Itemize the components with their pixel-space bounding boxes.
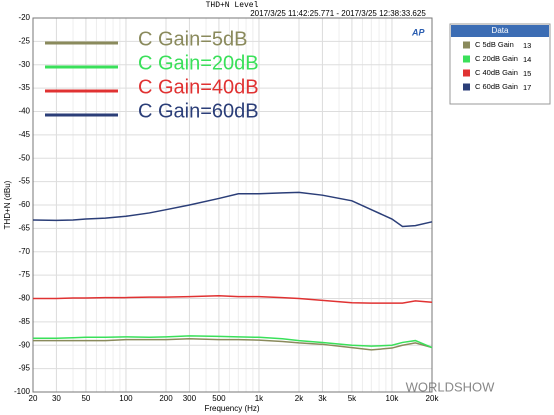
chart-subtitle: 2017/3/25 11:42:25.771 - 2017/3/25 12:38… [250, 9, 426, 18]
watermark: WORLDSHOW [406, 379, 496, 394]
legend-entry: C 20dB Gain [475, 54, 518, 63]
legend-id: 15 [523, 69, 531, 78]
chart-title: THD+N Level [206, 1, 259, 10]
y-tick-label: -20 [18, 13, 30, 22]
legend-swatch [463, 83, 470, 91]
y-tick-label: -45 [18, 130, 30, 139]
legend-swatch [463, 55, 470, 63]
y-tick-label: -25 [18, 36, 30, 45]
y-tick-label: -55 [18, 177, 30, 186]
annotation: C Gain=5dB [138, 28, 248, 50]
y-axis-label: THD+N (dBu) [3, 180, 12, 229]
legend-id: 14 [523, 55, 531, 64]
legend-id: 13 [523, 41, 531, 50]
legend-title: Data [492, 26, 509, 35]
x-tick-label: 20 [29, 394, 38, 403]
x-tick-label: 3k [318, 394, 327, 403]
legend-swatch [463, 41, 470, 49]
y-tick-label: -65 [18, 223, 30, 232]
legend-entry: C 40dB Gain [475, 68, 518, 77]
series-line [33, 294, 433, 304]
x-tick-label: 2k [295, 394, 304, 403]
y-tick-label: -80 [18, 294, 30, 303]
x-tick-label: 50 [81, 394, 90, 403]
x-tick-label: 300 [183, 394, 197, 403]
x-tick-label: 1k [255, 394, 264, 403]
y-tick-label: -85 [18, 317, 30, 326]
x-tick-label: 20k [426, 394, 440, 403]
y-tick-label: -100 [14, 387, 31, 396]
y-tick-label: -60 [18, 200, 30, 209]
legend-entry: C 60dB Gain [475, 82, 518, 91]
x-tick-label: 5k [348, 394, 357, 403]
series-line [32, 191, 433, 228]
y-tick-label: -40 [18, 107, 30, 116]
series-line [33, 335, 433, 349]
x-tick-label: 100 [119, 394, 133, 403]
y-tick-label: -95 [18, 364, 30, 373]
legend-header [451, 25, 549, 37]
x-axis-label: Frequency (Hz) [204, 404, 259, 413]
annotation: C Gain=40dB [138, 76, 259, 98]
y-tick-label: -70 [18, 247, 30, 256]
legend-box [449, 23, 551, 105]
series-line [33, 337, 433, 351]
x-tick-label: 200 [159, 394, 173, 403]
legend-swatch [463, 69, 470, 77]
y-tick-label: -50 [18, 153, 30, 162]
y-tick-label: -35 [18, 83, 30, 92]
y-tick-label: -30 [18, 60, 30, 69]
logo: AP [411, 27, 425, 37]
annotation: C Gain=60dB [138, 100, 259, 122]
plot-frame [32, 17, 433, 393]
legend-id: 17 [523, 83, 531, 92]
y-tick-label: -75 [18, 270, 30, 279]
x-tick-label: 500 [212, 394, 226, 403]
annotation: C Gain=20dB [138, 52, 259, 74]
y-tick-label: -90 [18, 340, 30, 349]
x-tick-label: 30 [52, 394, 61, 403]
legend-entry: C 5dB Gain [475, 40, 514, 49]
x-tick-label: 10k [386, 394, 400, 403]
